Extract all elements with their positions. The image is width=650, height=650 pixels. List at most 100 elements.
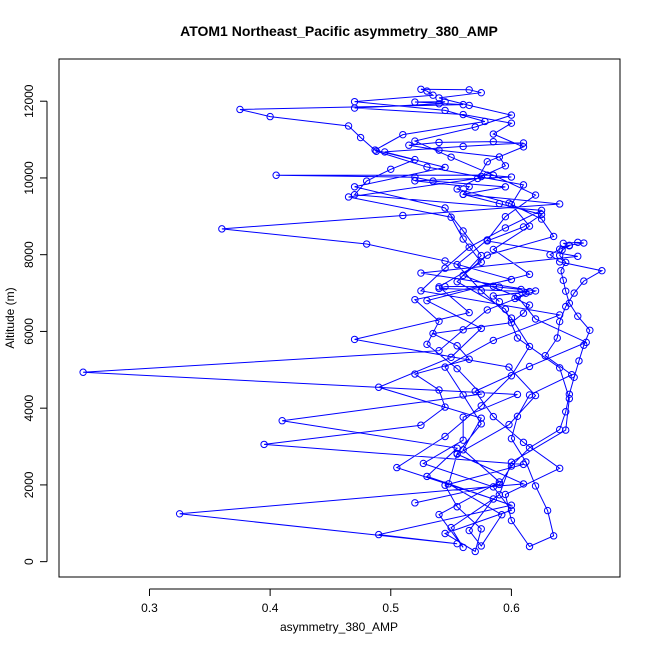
data-point: [423, 163, 431, 171]
data-point: [411, 155, 419, 164]
data-point: [447, 213, 455, 221]
data-point: [372, 147, 380, 155]
data-point: [477, 414, 485, 422]
data-point: [411, 177, 419, 185]
data-point: [525, 342, 534, 351]
data-point: [381, 148, 389, 156]
data-point: [453, 185, 461, 193]
data-point: [459, 235, 467, 243]
data-point: [459, 100, 467, 109]
data-point: [507, 200, 516, 209]
data-point: [598, 267, 606, 275]
data-point: [489, 137, 498, 146]
data-point: [574, 312, 582, 320]
data-point: [543, 506, 552, 515]
data-point: [507, 119, 516, 127]
data-point: [477, 88, 485, 97]
data-point: [513, 412, 522, 421]
data-point: [266, 112, 274, 121]
data-point: [586, 326, 594, 334]
data-point: [441, 257, 449, 265]
data-point: [495, 491, 504, 499]
data-point: [555, 200, 564, 208]
data-point: [574, 252, 582, 261]
data-point: [570, 373, 578, 381]
data-point: [498, 511, 506, 519]
data-point: [519, 460, 528, 469]
data-point: [429, 91, 437, 99]
data-point: [459, 110, 467, 119]
data-point: [519, 181, 528, 189]
data-point: [525, 362, 534, 371]
data-point: [562, 287, 570, 295]
data-point: [507, 314, 516, 322]
data-point: [519, 223, 528, 231]
data-point: [423, 296, 431, 305]
y-tick-label: 2000: [22, 471, 36, 498]
data-point: [459, 271, 467, 280]
data-point: [489, 282, 498, 290]
data-point: [473, 174, 482, 183]
data-point: [525, 542, 534, 551]
data-point: [411, 98, 419, 106]
data-point: [375, 530, 383, 539]
data-point: [489, 483, 498, 491]
data-point: [387, 165, 395, 173]
data-point: [541, 352, 549, 360]
data-point: [507, 501, 516, 509]
data-point: [435, 346, 443, 355]
data-point: [453, 539, 461, 548]
data-point: [435, 510, 443, 519]
data-point: [444, 480, 453, 488]
data-point: [559, 276, 567, 285]
data-point: [399, 211, 407, 220]
data-point: [465, 355, 473, 363]
data-point: [471, 547, 479, 556]
data-point: [465, 308, 473, 317]
data-point: [555, 258, 564, 266]
data-point: [531, 315, 540, 323]
data-point: [356, 133, 365, 142]
data-point: [507, 372, 516, 380]
data-point: [175, 510, 184, 518]
data-point: [513, 292, 522, 301]
data-point: [477, 258, 485, 266]
data-point: [555, 364, 564, 372]
data-point: [531, 191, 540, 199]
data-point: [519, 438, 528, 447]
data-point: [505, 363, 513, 371]
data-point: [441, 363, 449, 371]
data-point: [79, 368, 87, 376]
data-point: [423, 472, 431, 481]
data-point: [489, 495, 498, 503]
data-point: [505, 420, 513, 429]
data-point: [537, 210, 546, 219]
data-point: [511, 294, 519, 303]
data-point: [549, 532, 558, 540]
data-point: [453, 444, 461, 452]
data-point: [459, 391, 467, 399]
data-point: [481, 117, 489, 126]
x-axis-label: asymmetry_380_AMP: [280, 620, 398, 634]
data-point: [441, 264, 449, 272]
plot-frame: [58, 58, 621, 578]
data-point: [501, 212, 510, 221]
data-point: [344, 122, 353, 130]
data-point: [507, 173, 516, 181]
data-point: [525, 444, 534, 452]
data-point: [565, 390, 574, 398]
data-point: [417, 421, 425, 429]
x-tick-label: 0.3: [141, 601, 158, 615]
data-point: [575, 357, 583, 365]
data-point: [423, 87, 431, 95]
x-tick-label: 0.6: [503, 601, 520, 615]
data-point: [350, 183, 359, 191]
data-point: [459, 190, 467, 199]
data-point: [549, 232, 558, 241]
data-point: [471, 123, 479, 131]
y-axis-label: Altitude (m): [3, 287, 17, 348]
data-point: [489, 292, 498, 300]
data-point: [459, 227, 467, 235]
data-point: [519, 139, 528, 147]
data-point: [441, 481, 449, 489]
